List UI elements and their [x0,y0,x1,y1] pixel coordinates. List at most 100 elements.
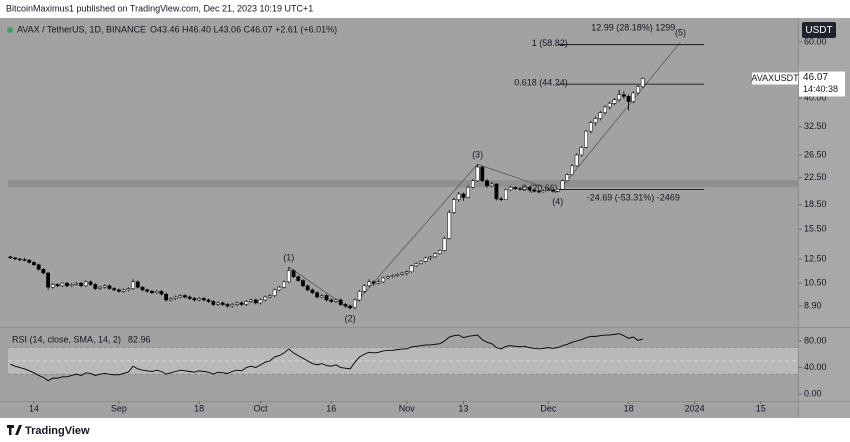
candle-body [220,302,225,305]
candle-body [343,304,348,307]
candle-body [46,272,51,288]
candle-body [574,154,579,167]
y-tick-label: 32.50 [804,121,827,131]
candle-body [150,291,154,293]
candle-body [508,186,513,191]
candle-body [555,188,560,192]
candle-body [102,285,107,288]
candle-body [126,288,131,291]
last-price: 46.07 [803,72,828,83]
wave-label: (3) [472,150,483,160]
candle-body [244,301,249,305]
candle-body [475,166,480,182]
candle-body [560,180,565,190]
candle-body [74,282,79,285]
candle-body [291,270,296,277]
candle-body [211,301,216,305]
measure-label: -24.69 (-53.31%) -2469 [587,192,680,202]
candle-body [640,78,645,87]
candle-body [79,282,84,287]
x-tick-label: 13 [458,403,468,413]
footer-logo: TradingView [7,425,90,437]
candle-body [268,295,272,298]
candle-body [230,304,235,307]
price-box [799,71,845,97]
rsi-tick-label: 80.00 [804,335,827,345]
candle-body [93,284,98,289]
candle-body [395,273,400,276]
candle-body [145,289,150,292]
wave-label: (4) [552,196,563,206]
rsi-tick-label: 40.00 [804,362,827,372]
candle-body [636,86,640,94]
candle-body [178,295,183,298]
candle-body [324,295,329,301]
candle-body [494,183,499,200]
x-tick-label: Nov [399,403,416,413]
currency[interactable]: USDT [805,25,832,36]
candle-body [50,284,55,288]
candle-body [338,299,343,305]
publisher: BitcoinMaximus1 published on TradingView… [6,3,313,13]
candle-body [518,188,522,190]
symbol-box [752,72,798,85]
candle-body [225,304,230,307]
candle-body [164,293,168,301]
wave-label: (5) [675,27,686,37]
candle-body [371,281,376,284]
x-tick-label: Sep [111,403,127,413]
candle-body [206,299,211,302]
candle-body [107,285,112,289]
x-tick-label: 18 [624,403,634,413]
candle-body [381,277,386,283]
candle-body [607,103,612,108]
candle-body [36,264,41,270]
x-tick-label: Oct [253,403,268,413]
candle-body [183,295,187,298]
candle-body [603,106,607,113]
rsi-title: RSI (14, close, SMA, 14, 2) [12,334,121,344]
y-tick-label: 60.00 [804,36,827,46]
y-tick-label: 12.50 [804,253,827,263]
wave-label: (1) [283,252,294,262]
candle-body [60,282,65,287]
currency-box[interactable] [802,22,836,38]
candle-body [447,212,452,239]
candle-body [282,281,286,288]
candle-body [499,198,504,200]
candle-body [192,298,197,301]
y-tick-label: 26.50 [804,149,827,159]
candle-body [249,299,253,302]
candle-body [466,186,471,198]
candle-body [423,257,428,262]
candle-body [305,285,310,291]
x-tick-label: 14 [29,403,39,413]
symbol-title: AVAX / TetherUS, 1D, BINANCE [17,24,146,34]
countdown: 14:40:38 [803,84,838,94]
symbol-label: AVAXUSDT [751,73,799,83]
candle-body [168,298,173,301]
footer-brand: TradingView [25,425,90,437]
rsi-value: 82.96 [128,334,151,344]
candle-body [513,186,518,189]
fib-label: 0.618 (44.24) [514,77,568,87]
candle-body [140,286,145,291]
candle-body [598,112,603,119]
y-tick-label: 10.50 [804,278,827,288]
candle-body [55,284,60,287]
candle-body [121,289,126,292]
candle-body [159,291,164,295]
candle-body [456,193,461,200]
candle-body [612,99,617,104]
y-tick-label: 8.90 [804,300,822,310]
x-tick-label: 2024 [685,403,705,413]
candle-body [272,289,277,296]
x-tick-label: Dec [540,403,557,413]
candle-body [419,261,423,264]
candle-body [546,189,551,191]
candle-body [593,118,598,123]
candle-body [27,259,32,263]
candle-body [315,292,320,298]
candle-body [470,180,475,188]
status-dot [7,27,13,33]
